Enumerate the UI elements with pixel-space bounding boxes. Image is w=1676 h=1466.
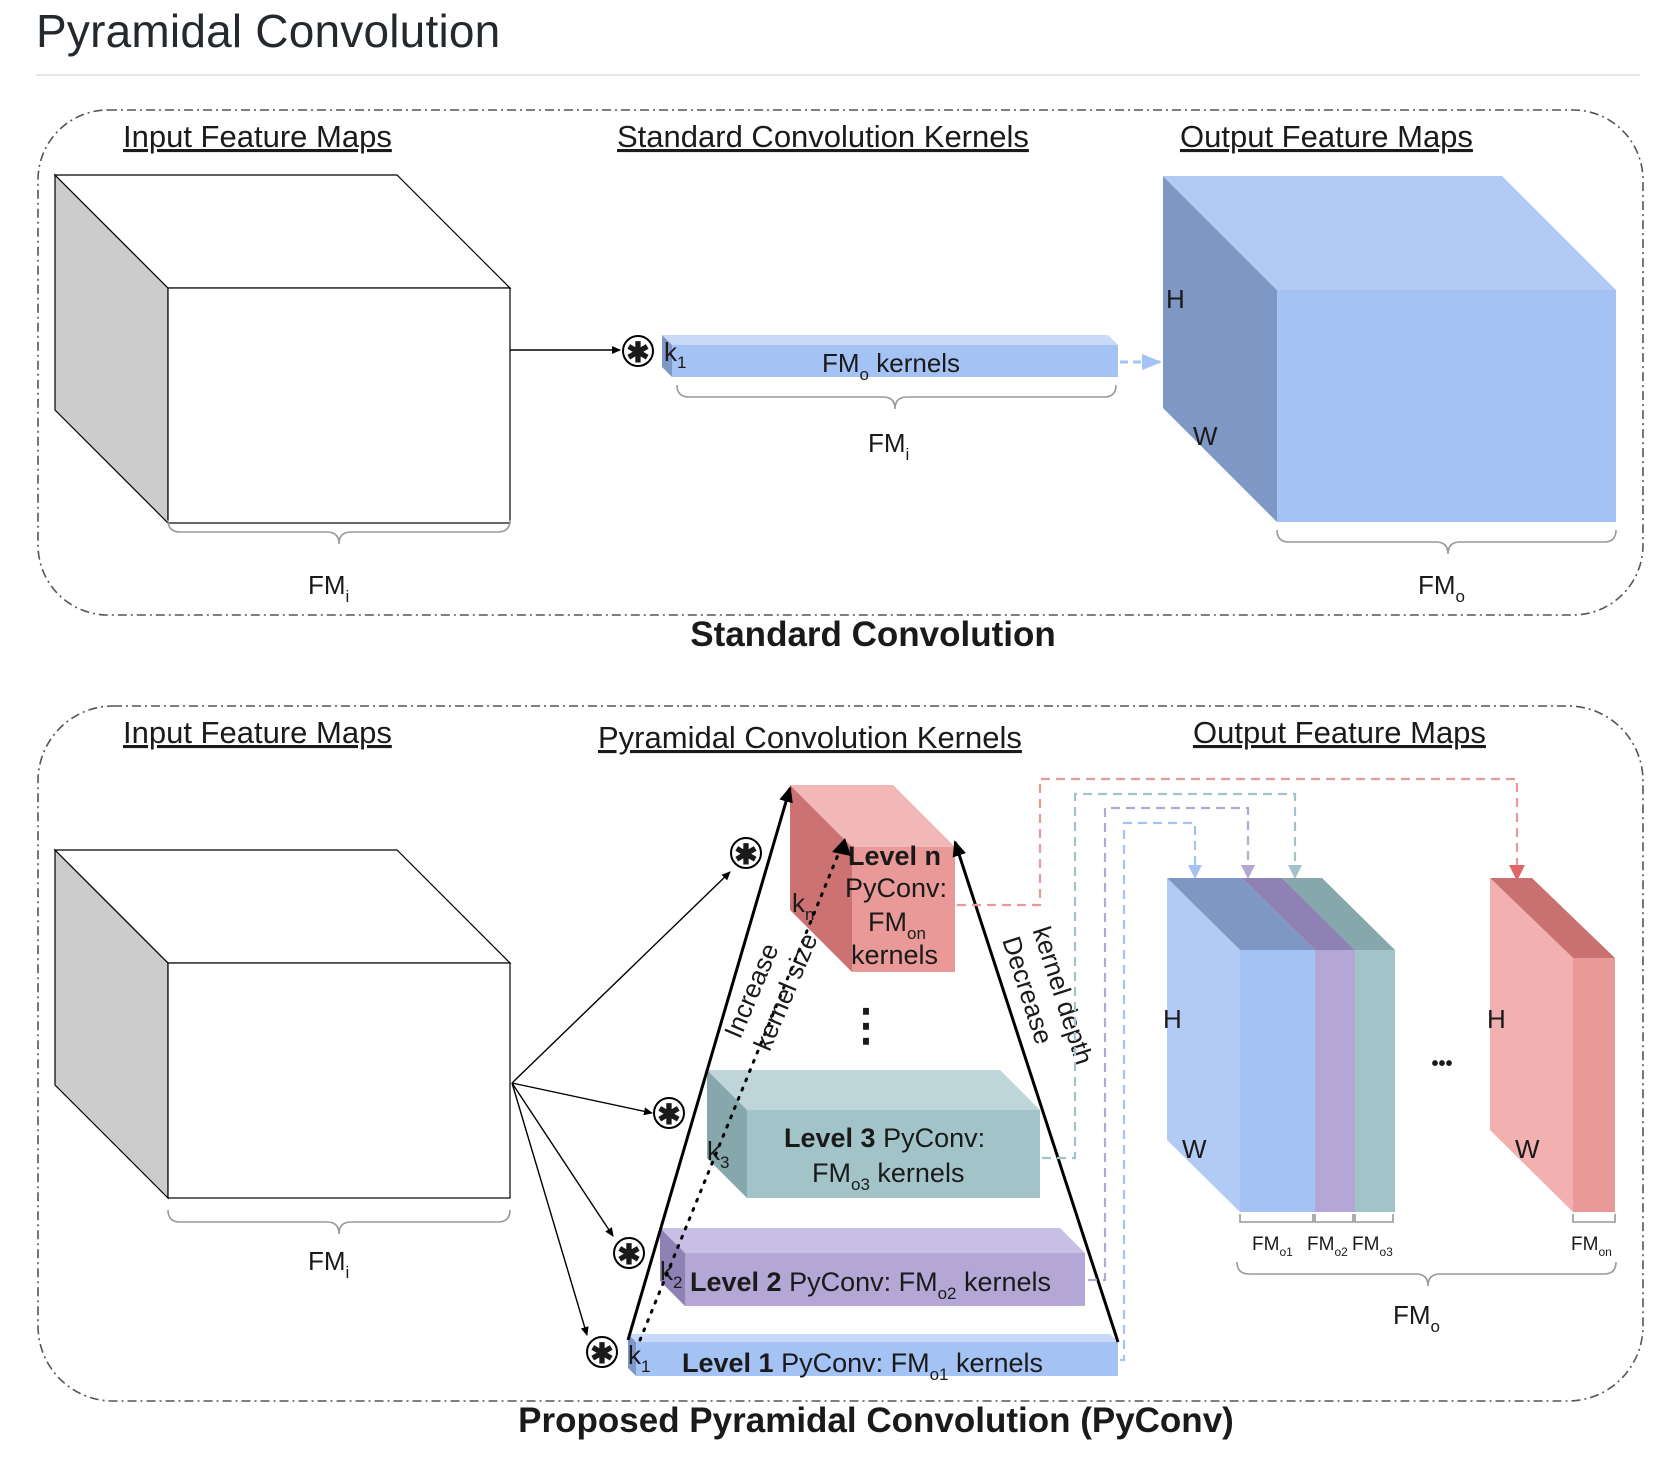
pyconv-pyramid-left-edge [626, 786, 793, 1341]
pyconv-frame [37, 705, 1644, 1402]
pyconv-kernel-size-arrowhead [832, 838, 851, 856]
pyconv-input-brace [167, 1209, 511, 1235]
pyconv-caption: Proposed Pyramidal Convolution (PyConv) [518, 1401, 1234, 1440]
pyconv-input-header: Input Feature Maps [123, 715, 392, 750]
pyconv-conv-operator-n: ✱ [730, 837, 762, 870]
standard-kernels-header: Standard Convolution Kernels [617, 119, 1029, 154]
pyconv-level-n-title: Level n [848, 841, 941, 871]
pyconv-level-n-block [790, 785, 955, 972]
pyconv-pyramid-right-edge [952, 840, 1120, 1343]
pyconv-vertical-dots: ⋮ [844, 1001, 888, 1050]
pyconv-output-total-brace [1236, 1261, 1617, 1287]
pyconv-conv-operator-3: ✱ [653, 1097, 685, 1130]
pyconv-level-3-block [707, 1070, 1040, 1198]
standard-output-h-label: H [1166, 284, 1185, 314]
pyconv-fm-o1-label: FMo1 [1252, 1234, 1293, 1259]
pyconv-output-ellipsis: ••• [1431, 1053, 1452, 1075]
page-title: Pyramidal Convolution [36, 5, 501, 57]
pyconv-out1-h: H [1163, 1004, 1182, 1034]
standard-kernel-slab [662, 335, 1118, 377]
standard-input-brace [167, 519, 511, 545]
standard-kernel-brace [676, 384, 1117, 410]
pyconv-level-n-fm: FMon [868, 907, 926, 943]
pyconv-input-fm-label: FMi [308, 1246, 349, 1282]
pyconv-conv-operator-2: ✱ [613, 1237, 645, 1270]
pyconv-fm-o3-label: FMo3 [1352, 1234, 1393, 1259]
standard-frame [37, 109, 1644, 616]
standard-input-fm-label: FMi [308, 570, 349, 606]
standard-kernel-label: FMo kernels [822, 348, 960, 384]
pyconv-fm-on-label: FMon [1571, 1234, 1612, 1259]
pyconv-kernel-size-dotted [638, 843, 844, 1342]
pyconv-level-3-line2: FMo3 kernels [812, 1158, 964, 1194]
pyconv-arrow-level-3 [511, 1082, 653, 1116]
standard-output-cube [1163, 176, 1616, 522]
pyconv-out2-h: H [1487, 1004, 1506, 1034]
standard-conv-operator: ✱ [622, 335, 654, 368]
pyconv-arrow-level-1 [511, 1082, 589, 1336]
svg-text:✱: ✱ [657, 1099, 680, 1130]
pyconv-section: Input Feature Maps Pyramidal Convolution… [37, 705, 1644, 1440]
pyconv-increase-label: Increasekernel size [718, 916, 824, 1055]
pyconv-level-3-k: k3 [707, 1136, 729, 1172]
pyconv-kernels-header: Pyramidal Convolution Kernels [598, 720, 1022, 755]
standard-output-brace [1276, 529, 1617, 555]
pyconv-output-total-fm: FMo [1393, 1300, 1440, 1336]
pyconv-level-1-k: k1 [628, 1340, 650, 1376]
svg-text:✱: ✱ [626, 337, 649, 368]
pyconv-conv-operator-1: ✱ [586, 1336, 618, 1369]
pyconv-level-n-pyconv: PyConv: [845, 873, 947, 903]
pyconv-level-3-line1: Level 3 PyConv: [784, 1123, 985, 1153]
pyconv-level-n-k: kn [792, 888, 814, 924]
pyconv-arrow-level-2 [511, 1082, 614, 1237]
standard-caption: Standard Convolution [690, 615, 1056, 654]
pyconv-output-arrowheads [1188, 865, 1525, 881]
pyconv-level-n-kernels: kernels [851, 940, 938, 970]
standard-input-cube [53, 173, 512, 525]
title-divider [36, 74, 1640, 76]
pyconv-level-2-block [660, 1228, 1085, 1306]
standard-output-fm-label: FMo [1418, 570, 1465, 606]
pyconv-level-1-label: Level 1 PyConv: FMo1 kernels [682, 1348, 1043, 1384]
pyconv-input-cube [53, 848, 512, 1200]
pyconv-output-stack [1167, 878, 1395, 1212]
pyconv-arrow-level-n [511, 871, 731, 1084]
pyconv-decrease-label: Decreasekernel depth [996, 923, 1099, 1078]
standard-convolution-section: Input Feature Maps Standard Convolution … [37, 109, 1644, 654]
standard-output-header: Output Feature Maps [1180, 119, 1473, 154]
svg-text:✱: ✱ [617, 1239, 640, 1270]
pyconv-out1-w: W [1182, 1134, 1207, 1164]
pyconv-output-header: Output Feature Maps [1193, 715, 1486, 750]
pyconv-fm-o2-label: FMo2 [1307, 1234, 1348, 1259]
pyconv-output-small-braces [1239, 1214, 1616, 1223]
pyconv-level-1-block [628, 1334, 1118, 1376]
standard-kernel-k-label: k1 [664, 337, 686, 372]
standard-input-header: Input Feature Maps [123, 119, 392, 154]
pyconv-output-red-block [1490, 878, 1615, 1212]
pyconv-out2-w: W [1515, 1134, 1540, 1164]
svg-text:✱: ✱ [734, 839, 757, 870]
pyconv-output-connectors [957, 777, 1519, 1362]
standard-kernel-fm-label: FMi [868, 428, 909, 464]
svg-text:✱: ✱ [590, 1338, 613, 1369]
standard-output-w-label: W [1193, 421, 1218, 451]
pyconv-level-2-label: Level 2 PyConv: FMo2 kernels [690, 1267, 1051, 1303]
